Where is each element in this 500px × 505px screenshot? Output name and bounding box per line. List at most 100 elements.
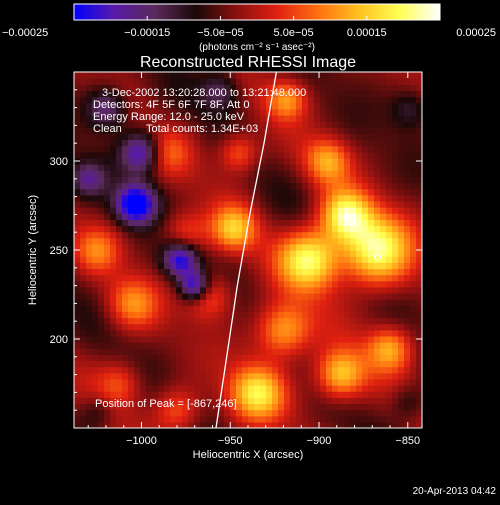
heatmap-cell [326, 372, 333, 380]
heatmap-cell [86, 403, 93, 411]
heatmap-cell [278, 231, 285, 239]
heatmap-cell [152, 151, 159, 159]
heatmap-cell [116, 96, 123, 104]
heatmap-cell [212, 151, 219, 159]
heatmap-cell [290, 78, 297, 85]
heatmap-cell [368, 127, 375, 134]
heatmap-cell [278, 243, 285, 251]
heatmap-cell [320, 385, 327, 392]
heatmap-cell [98, 360, 105, 368]
heatmap-cell [140, 329, 147, 337]
heatmap-cell [80, 348, 87, 355]
heatmap-cell [194, 200, 201, 208]
heatmap-cell [224, 170, 231, 177]
heatmap-cell [80, 311, 87, 319]
heatmap-cell [410, 391, 417, 398]
heatmap-cell [86, 421, 93, 428]
heatmap-cell [224, 151, 231, 159]
heatmap-cell [206, 391, 213, 398]
heatmap-cell [182, 250, 189, 257]
heatmap-cell [164, 366, 171, 374]
heatmap-cell [206, 194, 213, 202]
heatmap-cell [152, 102, 159, 110]
heatmap-cell [176, 243, 183, 251]
heatmap-cell [356, 317, 363, 325]
heatmap-cell [314, 274, 321, 282]
heatmap-cell [320, 164, 327, 171]
heatmap-cell [248, 256, 255, 263]
x-tick-label: −950 [218, 435, 243, 447]
heatmap-cell [320, 157, 327, 165]
heatmap-cell [140, 305, 147, 312]
heatmap-cell [374, 121, 381, 128]
heatmap-cell [320, 286, 327, 294]
heatmap-cell [212, 397, 219, 405]
heatmap-cell [404, 286, 411, 294]
heatmap-cell [284, 213, 291, 220]
heatmap-cell [326, 299, 333, 306]
heatmap-cell [392, 90, 399, 98]
heatmap-cell [158, 378, 165, 386]
heatmap-cell [266, 335, 273, 343]
heatmap-cell [158, 188, 165, 196]
heatmap-cell [404, 90, 411, 98]
heatmap-cell [194, 286, 201, 294]
heatmap-cell [338, 348, 345, 355]
heatmap-cell [80, 360, 87, 368]
heatmap-cell [398, 102, 405, 110]
heatmap-cell [218, 342, 225, 349]
heatmap-cell [146, 274, 153, 282]
heatmap-cell [296, 378, 303, 386]
heatmap-cell [326, 360, 333, 368]
heatmap-cell [146, 170, 153, 177]
heatmap-cell [122, 157, 129, 165]
heatmap-cell [266, 329, 273, 337]
heatmap-cell [302, 250, 309, 257]
heatmap-cell [236, 391, 243, 398]
heatmap-cell [332, 342, 339, 349]
heatmap-cell [392, 317, 399, 325]
heatmap-cell [410, 188, 417, 196]
heatmap-cell [122, 84, 129, 92]
heatmap-cell [242, 121, 249, 128]
heatmap-cell [104, 274, 111, 282]
heatmap-cell [182, 385, 189, 392]
heatmap-cell [410, 231, 417, 239]
heatmap-cell [302, 133, 309, 141]
heatmap-cell [410, 170, 417, 177]
heatmap-cell [326, 78, 333, 85]
heatmap-cell [380, 145, 387, 153]
heatmap-cell [176, 90, 183, 98]
heatmap-cell [206, 231, 213, 239]
heatmap-cell [380, 299, 387, 306]
heatmap-cell [200, 213, 207, 220]
heatmap-cell [230, 176, 237, 184]
heatmap-cell [290, 157, 297, 165]
heatmap-cell [350, 96, 357, 104]
heatmap-cell [290, 403, 297, 411]
heatmap-cell [278, 114, 285, 122]
heatmap-cell [116, 102, 123, 110]
heatmap-cell [338, 409, 345, 417]
heatmap-cell [254, 188, 261, 196]
heatmap-cell [404, 250, 411, 257]
heatmap-cell [170, 385, 177, 392]
heatmap-cell [404, 182, 411, 190]
heatmap-cell [260, 200, 267, 208]
heatmap-cell [326, 292, 333, 300]
heatmap-cell [116, 311, 123, 319]
heatmap-cell [290, 84, 297, 92]
heatmap-cell [218, 200, 225, 208]
heatmap-cell [398, 372, 405, 380]
heatmap-cell [374, 378, 381, 386]
heatmap-cell [296, 354, 303, 362]
heatmap-cell [146, 323, 153, 331]
heatmap-cell [170, 311, 177, 319]
heatmap-cell [110, 151, 117, 159]
heatmap-cell [134, 108, 141, 116]
heatmap-cell [152, 348, 159, 355]
heatmap-cell [326, 219, 333, 227]
heatmap-cell [92, 127, 99, 134]
heatmap-cell [98, 250, 105, 257]
heatmap-cell [128, 164, 135, 171]
